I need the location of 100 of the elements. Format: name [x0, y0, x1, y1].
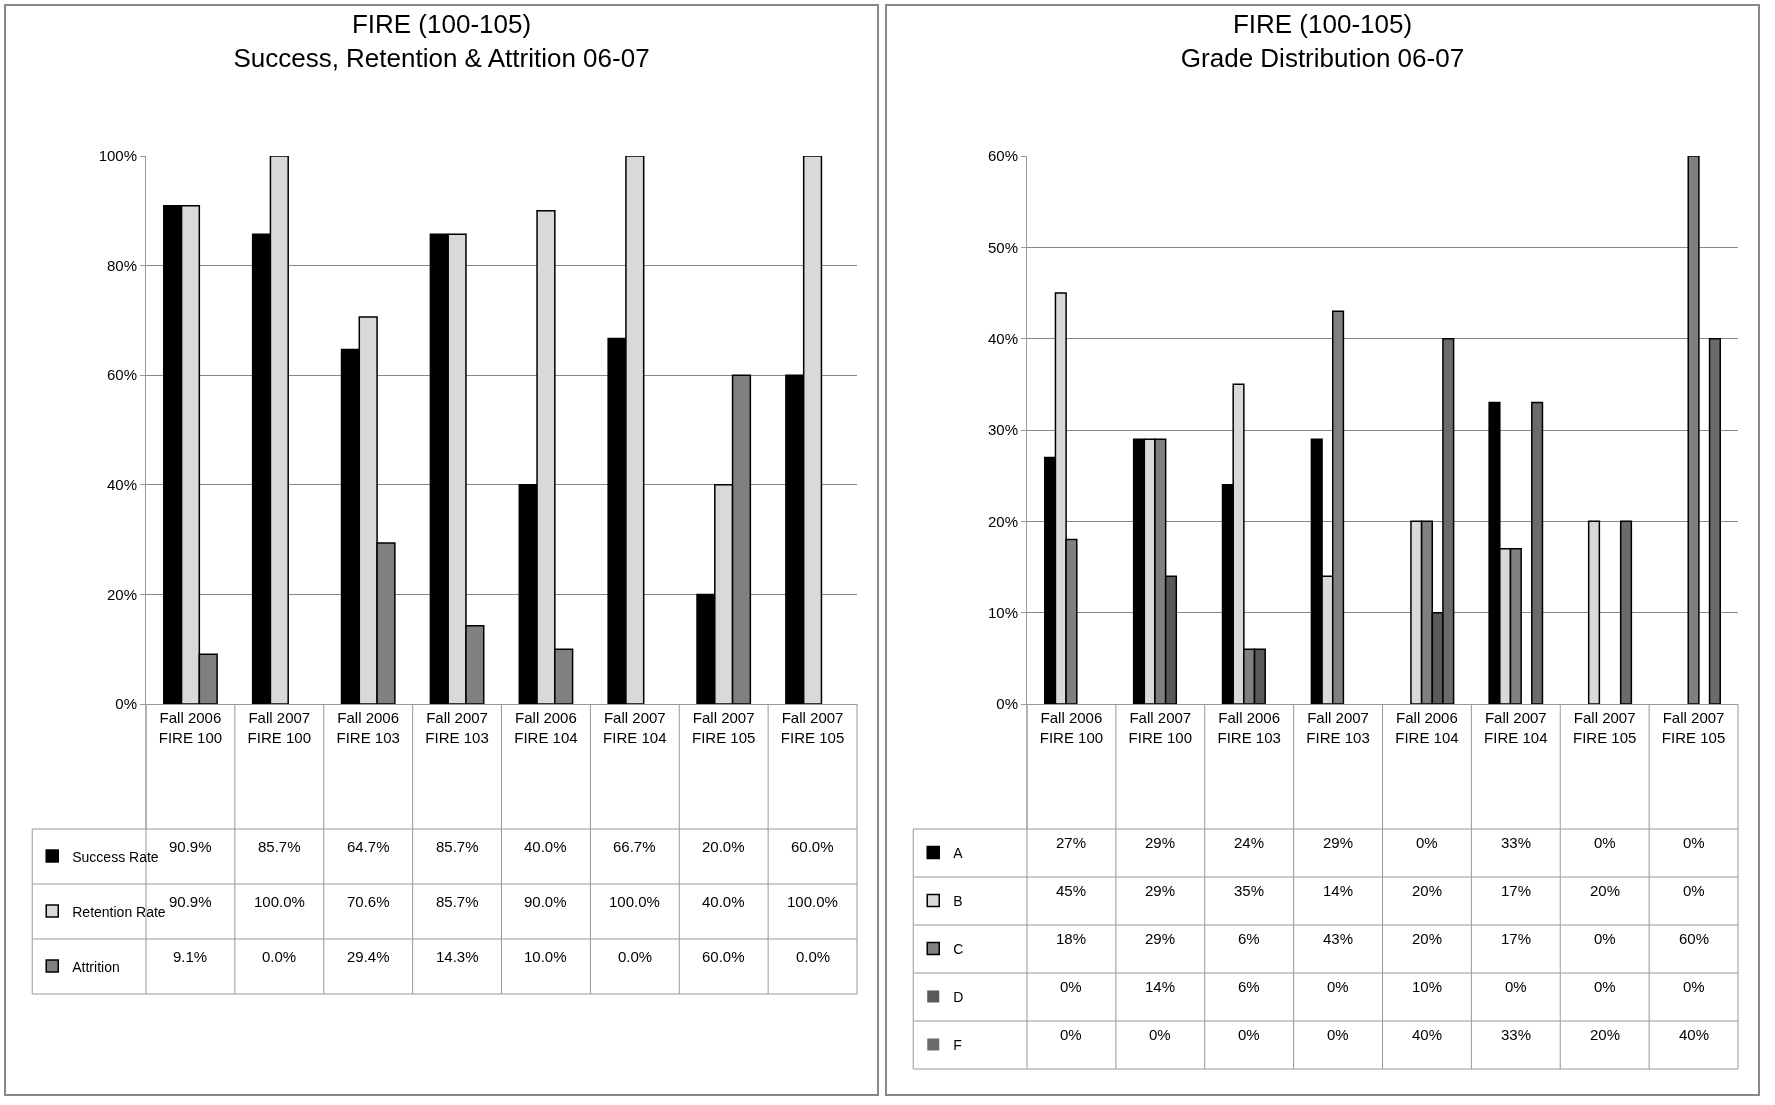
data-label: 0.0%: [618, 948, 653, 965]
data-label: 66.7%: [613, 838, 656, 855]
data-label: 0%: [1149, 1026, 1171, 1043]
y-tick-label: 10%: [987, 603, 1018, 621]
data-label: 60.0%: [702, 948, 745, 965]
data-label: 43%: [1323, 930, 1354, 947]
data-label: 0.0%: [796, 948, 831, 965]
x-tick-label: Fall 2006 FIRE 103: [1217, 709, 1281, 746]
data-label: 14%: [1145, 978, 1176, 995]
data-label: 6%: [1238, 978, 1260, 995]
data-label: 29%: [1145, 930, 1176, 947]
data-label: 20.0%: [702, 838, 745, 855]
bar: [1531, 401, 1544, 704]
legend-label: F: [953, 1037, 962, 1054]
bar: [1708, 337, 1721, 704]
data-label: 9.1%: [173, 948, 208, 965]
data-label: 29%: [1145, 834, 1176, 851]
y-tick-label: 40%: [987, 329, 1018, 347]
data-label: 40.0%: [702, 893, 745, 910]
data-label: 0%: [1327, 978, 1349, 995]
data-label: 6%: [1238, 930, 1260, 947]
data-label: 0%: [1060, 1026, 1082, 1043]
data-label: 100.0%: [787, 893, 838, 910]
data-label: 27%: [1056, 834, 1087, 851]
legend-label: C: [953, 941, 964, 958]
data-label: 17%: [1501, 930, 1532, 947]
legend-label: Success Rate: [72, 848, 159, 865]
data-label: 0%: [1505, 978, 1527, 995]
data-label: 33%: [1501, 834, 1532, 851]
data-label: 20%: [1590, 1026, 1621, 1043]
legend-label: A: [953, 845, 964, 862]
data-label: 20%: [1590, 882, 1621, 899]
data-label: 90.0%: [524, 893, 567, 910]
data-label: 0%: [1416, 834, 1438, 851]
x-tick-label: Fall 2006 FIRE 100: [158, 709, 223, 746]
x-tick-label: Fall 2006 FIRE 104: [1395, 709, 1459, 746]
data-label: 60.0%: [791, 838, 834, 855]
data-label: 17%: [1501, 882, 1532, 899]
data-label: 64.7%: [347, 838, 390, 855]
y-tick-label: 0%: [996, 695, 1018, 713]
y-tick-label: 30%: [987, 421, 1018, 439]
legend-label: Attrition: [72, 958, 120, 975]
bar: [1619, 520, 1633, 704]
data-label: 90.9%: [169, 893, 212, 910]
y-tick-label: 20%: [106, 585, 137, 603]
legend-label: Retention Rate: [72, 903, 166, 920]
y-tick-label: 60%: [106, 366, 137, 384]
data-label: 45%: [1056, 882, 1087, 899]
x-tick-label: Fall 2007 FIRE 103: [425, 709, 489, 746]
x-tick-label: Fall 2007 FIRE 105: [692, 709, 756, 746]
data-label: 33%: [1501, 1026, 1532, 1043]
data-label: 40%: [1412, 1026, 1443, 1043]
x-tick-label: Fall 2007 FIRE 105: [1573, 709, 1637, 746]
x-tick-label: Fall 2007 FIRE 103: [1306, 709, 1370, 746]
data-label: 0%: [1327, 1026, 1349, 1043]
x-tick-label: Fall 2007 FIRE 105: [1661, 709, 1726, 746]
data-label: 14%: [1323, 882, 1354, 899]
bar: [1587, 520, 1601, 704]
x-tick-label: Fall 2007 FIRE 100: [1128, 709, 1192, 746]
data-label: 0%: [1594, 978, 1616, 995]
data-label: 0%: [1683, 978, 1705, 995]
data-label: 0%: [1594, 834, 1616, 851]
y-tick-label: 50%: [987, 238, 1018, 256]
y-tick-label: 80%: [106, 256, 137, 274]
y-tick-label: 60%: [987, 147, 1018, 165]
x-tick-label: Fall 2006 FIRE 100: [1039, 709, 1104, 746]
data-label: 29%: [1323, 834, 1354, 851]
y-tick-label: 40%: [106, 476, 137, 494]
data-label: 35%: [1234, 882, 1265, 899]
data-label: 14.3%: [436, 948, 479, 965]
data-label: 85.7%: [436, 893, 479, 910]
data-label: 0%: [1683, 882, 1705, 899]
data-label: 70.6%: [347, 893, 390, 910]
y-tick-label: 100%: [98, 147, 137, 165]
data-label: 10%: [1412, 978, 1443, 995]
data-label: 40.0%: [524, 838, 567, 855]
data-label: 60%: [1679, 930, 1710, 947]
data-label: 18%: [1056, 930, 1087, 947]
data-label: 90.9%: [169, 838, 212, 855]
data-label: 0%: [1683, 834, 1705, 851]
x-tick-label: Fall 2007 FIRE 104: [603, 709, 667, 746]
x-tick-label: Fall 2007 FIRE 105: [780, 709, 845, 746]
x-tick-label: Fall 2006 FIRE 103: [336, 709, 400, 746]
data-label: 10.0%: [524, 948, 567, 965]
x-tick-label: Fall 2007 FIRE 100: [247, 709, 311, 746]
data-label: 0%: [1060, 978, 1082, 995]
y-tick-label: 0%: [115, 695, 137, 713]
data-label: 0%: [1238, 1026, 1260, 1043]
chart-title: FIRE (100-105) Grade Distribution 06-07: [1180, 9, 1465, 73]
data-label: 29%: [1145, 882, 1176, 899]
data-label: 0.0%: [262, 948, 297, 965]
data-label: 20%: [1412, 882, 1443, 899]
data-label: 0%: [1594, 930, 1616, 947]
data-label: 24%: [1234, 834, 1265, 851]
chart-title: FIRE (100-105) Success, Retention & Attrition 06-07: [233, 9, 650, 73]
legend-label: B: [953, 893, 963, 910]
data-label: 100.0%: [254, 893, 305, 910]
data-label: 20%: [1412, 930, 1443, 947]
data-label: 85.7%: [436, 838, 479, 855]
legend-label: D: [953, 989, 964, 1006]
